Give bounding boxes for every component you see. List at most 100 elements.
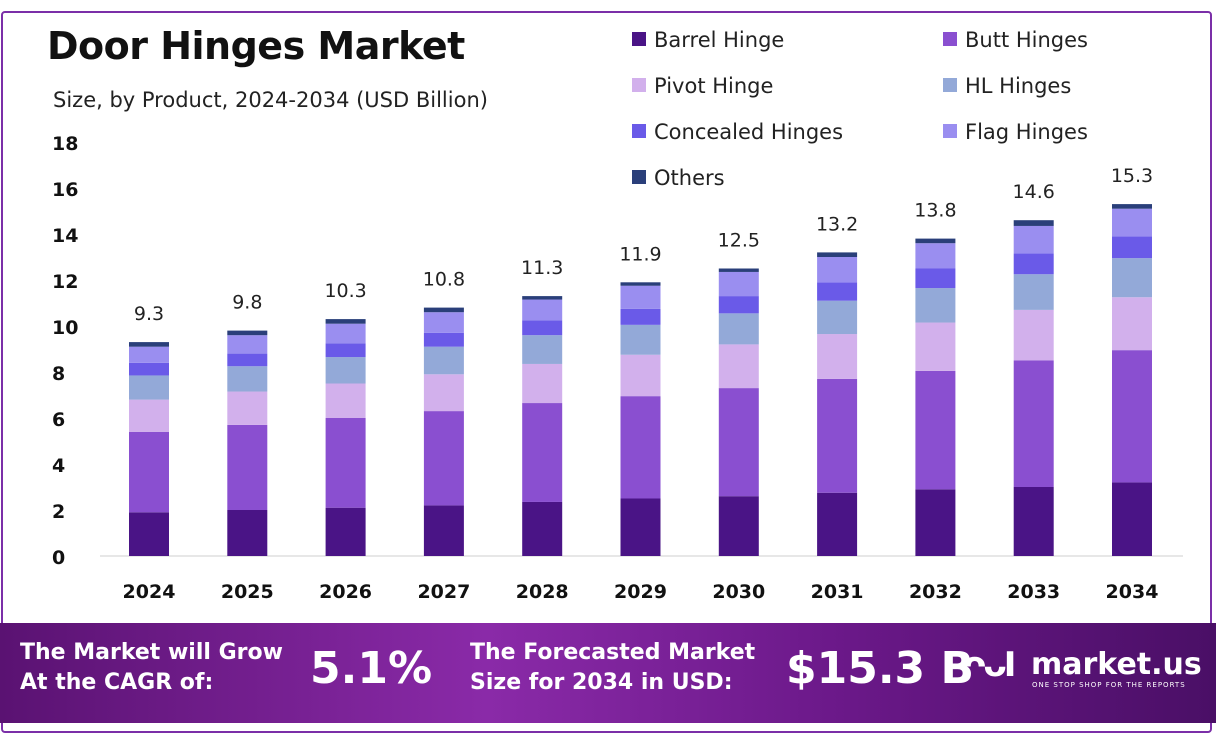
- chart-subtitle: Size, by Product, 2024-2034 (USD Billion…: [53, 88, 488, 112]
- legend-label: Others: [654, 166, 725, 190]
- bar-segment-concealed-hinges: [718, 296, 759, 314]
- chart-card: [1, 11, 1212, 733]
- x-tick-label: 2030: [712, 581, 765, 603]
- bar-segment-concealed-hinges: [1013, 253, 1054, 275]
- stacked-bar-chart: 0 2 4 6 8 10 12 14 16 18 9.3 2024 9.8 2025 10.3 2026 10.…: [52, 133, 1183, 603]
- bar-segment-hl-hinges: [227, 366, 268, 392]
- bar-segment-barrel-hinge: [129, 512, 169, 556]
- bar-segment-barrel-hinge: [325, 507, 366, 556]
- bar-segment-butt-hinges: [817, 378, 858, 493]
- bar-segment-barrel-hinge: [915, 489, 956, 556]
- legend-item-butt-hinges: Butt Hinges: [943, 28, 1088, 52]
- bar-segment-barrel-hinge: [227, 510, 268, 556]
- bar-segment-butt-hinges: [915, 370, 956, 490]
- bar-segment-others: [129, 342, 169, 347]
- legend-item-barrel-hinge: Barrel Hinge: [632, 28, 784, 52]
- forecast-label: The Forecasted Market Size for 2034 in U…: [470, 638, 755, 698]
- y-tick-label: 12: [52, 271, 78, 293]
- market-us-logo-icon: ᴖᴗI: [963, 645, 1016, 685]
- bar-segment-concealed-hinges: [1112, 236, 1152, 259]
- legend-swatch: [943, 124, 957, 138]
- legend-label: HL Hinges: [965, 74, 1072, 98]
- bar-segment-pivot-hinge: [129, 399, 169, 432]
- bar-segment-hl-hinges: [817, 300, 858, 335]
- bar-segment-others: [1013, 220, 1054, 226]
- y-tick-label: 8: [52, 363, 65, 385]
- bar-segment-butt-hinges: [1112, 350, 1152, 483]
- bar-segment-pivot-hinge: [522, 363, 563, 404]
- y-tick-label: 6: [52, 409, 65, 431]
- y-tick-label: 10: [52, 317, 78, 339]
- legend-label: Butt Hinges: [965, 28, 1088, 52]
- legend-swatch: [632, 32, 646, 46]
- bar-segment-hl-hinges: [522, 335, 563, 364]
- logo-text: market.us: [1031, 647, 1202, 682]
- bar-segment-concealed-hinges: [423, 332, 464, 347]
- legend-label: Concealed Hinges: [654, 120, 844, 144]
- bar-segment-hl-hinges: [718, 313, 759, 345]
- x-tick-label: 2032: [909, 581, 962, 603]
- bar-segment-flag-hinges: [718, 271, 759, 297]
- logo-tagline: ONE STOP SHOP FOR THE REPORTS: [1032, 681, 1186, 689]
- legend-item-pivot-hinge: Pivot Hinge: [632, 74, 773, 98]
- bar-segment-flag-hinges: [1013, 225, 1054, 254]
- bar-total-label: 14.6: [1013, 181, 1055, 203]
- bar-segment-concealed-hinges: [325, 343, 366, 358]
- bar-segment-barrel-hinge: [817, 492, 858, 556]
- bar-segment-others: [718, 268, 759, 272]
- bar-segment-butt-hinges: [620, 396, 661, 499]
- legend-label: Barrel Hinge: [654, 28, 785, 52]
- bar-segment-flag-hinges: [129, 346, 169, 363]
- x-tick-label: 2027: [417, 581, 470, 603]
- bar-segment-concealed-hinges: [915, 268, 956, 289]
- bar-segment-pivot-hinge: [1013, 309, 1054, 361]
- bar-segment-pivot-hinge: [1112, 297, 1152, 351]
- bar-segment-butt-hinges: [325, 418, 366, 508]
- y-tick-label: 0: [52, 547, 65, 569]
- bar-segment-concealed-hinges: [620, 308, 661, 325]
- bar-segment-barrel-hinge: [718, 496, 759, 556]
- bar-segment-flag-hinges: [227, 335, 268, 354]
- bar-segment-others: [1112, 204, 1152, 209]
- bar-segment-hl-hinges: [620, 324, 661, 355]
- bar-segment-concealed-hinges: [522, 320, 563, 336]
- bar-total-label: 13.2: [816, 213, 858, 235]
- legend-swatch: [943, 32, 957, 46]
- bar-segment-pivot-hinge: [817, 334, 858, 379]
- bar-segment-flag-hinges: [423, 312, 464, 333]
- y-tick-label: 4: [52, 455, 65, 477]
- bar-total-label: 9.3: [134, 303, 164, 325]
- bar-total-label: 11.3: [521, 257, 563, 279]
- chart-title: Door Hinges Market: [47, 24, 465, 68]
- x-tick-label: 2028: [516, 581, 569, 603]
- bar-segment-pivot-hinge: [620, 354, 661, 397]
- bar-segment-concealed-hinges: [129, 362, 169, 376]
- bar-segment-flag-hinges: [915, 243, 956, 269]
- bar-segment-concealed-hinges: [227, 353, 268, 367]
- bar-segment-pivot-hinge: [718, 344, 759, 389]
- bar-segment-hl-hinges: [915, 288, 956, 323]
- bar-segment-butt-hinges: [1013, 360, 1054, 487]
- y-tick-label: 18: [52, 133, 78, 155]
- footer-banner: The Market will Grow At the CAGR of: 5.1…: [0, 623, 1216, 723]
- bar-segment-butt-hinges: [718, 388, 759, 497]
- bar-segment-pivot-hinge: [915, 322, 956, 371]
- bar-segment-hl-hinges: [325, 357, 366, 384]
- bar-segment-butt-hinges: [522, 403, 563, 502]
- bar-segment-flag-hinges: [325, 323, 366, 344]
- bar-segment-barrel-hinge: [522, 501, 563, 556]
- legend-label: Pivot Hinge: [654, 74, 774, 98]
- cagr-label: The Market will Grow At the CAGR of:: [20, 638, 283, 698]
- bar-segment-others: [227, 330, 268, 336]
- y-tick-label: 2: [52, 501, 65, 523]
- bar-segment-butt-hinges: [227, 424, 268, 510]
- forecast-label-line2: Size for 2034 in USD:: [470, 670, 733, 695]
- bar-segment-others: [423, 307, 464, 313]
- cagr-value: 5.1%: [310, 643, 433, 694]
- bar-total-label: 15.3: [1111, 165, 1153, 187]
- bar-total-label: 13.8: [914, 200, 956, 222]
- bar-total-label: 9.8: [232, 292, 262, 314]
- bar-segment-pivot-hinge: [325, 383, 366, 418]
- x-tick-label: 2029: [614, 581, 667, 603]
